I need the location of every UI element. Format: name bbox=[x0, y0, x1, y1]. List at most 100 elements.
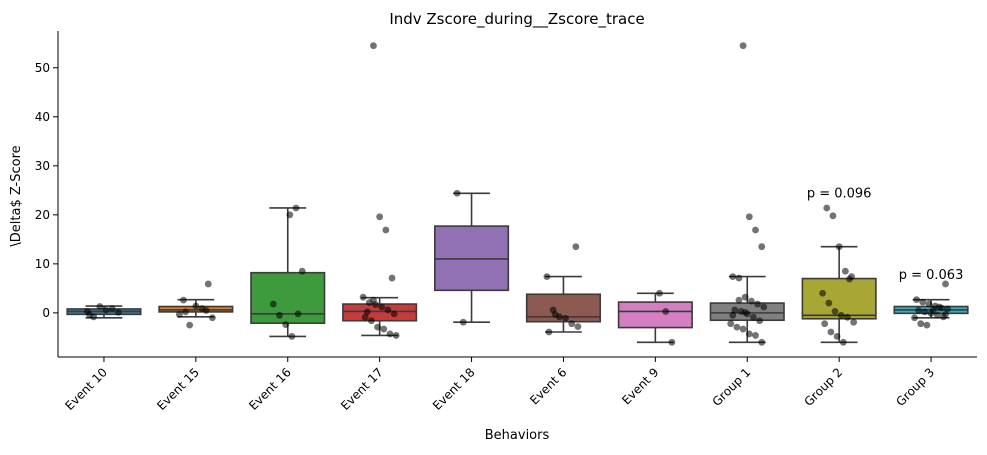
strip-point bbox=[921, 308, 929, 316]
strip-point bbox=[917, 320, 925, 328]
strip-point bbox=[96, 303, 104, 310]
strip-point bbox=[747, 297, 755, 305]
strip-point bbox=[286, 211, 294, 219]
strip-point bbox=[378, 303, 386, 311]
x-tick-label: Event 10 bbox=[62, 365, 110, 413]
strip-point bbox=[282, 321, 290, 329]
strip-point bbox=[204, 280, 212, 288]
strip-point bbox=[833, 333, 841, 340]
strip-point bbox=[359, 293, 367, 301]
strip-point bbox=[835, 243, 843, 251]
strip-point bbox=[741, 308, 749, 316]
strip-point bbox=[545, 328, 553, 336]
strip-point bbox=[388, 274, 396, 282]
box-body bbox=[617, 301, 693, 329]
strip-point bbox=[735, 274, 743, 282]
strip-point bbox=[750, 313, 757, 321]
y-tick-label: 30 bbox=[35, 159, 50, 173]
strip-point bbox=[754, 300, 761, 308]
strip-point bbox=[919, 298, 927, 306]
x-tick-label: Group 3 bbox=[893, 365, 937, 409]
strip-point bbox=[745, 330, 753, 338]
strip-point bbox=[276, 311, 283, 319]
y-tick-label: 20 bbox=[35, 208, 50, 222]
chart-title: Indv Zscore_during__Zscore_trace bbox=[389, 10, 644, 29]
strip-point bbox=[850, 318, 858, 326]
strip-point bbox=[741, 293, 749, 301]
strip-point bbox=[288, 333, 296, 340]
x-tick-label: Group 2 bbox=[801, 365, 845, 409]
strip-point bbox=[668, 338, 676, 346]
strip-point bbox=[739, 42, 747, 50]
strip-point bbox=[370, 42, 377, 50]
strip-point bbox=[453, 189, 461, 197]
strip-point bbox=[562, 314, 569, 322]
strip-point bbox=[363, 308, 371, 316]
strip-point bbox=[568, 320, 576, 328]
y-tick-label: 40 bbox=[35, 110, 50, 124]
strip-point bbox=[370, 296, 377, 304]
strip-point bbox=[758, 243, 766, 251]
strip-point bbox=[662, 308, 670, 315]
box-body bbox=[250, 271, 326, 324]
strip-point bbox=[752, 332, 759, 339]
strip-point bbox=[361, 313, 369, 321]
strip-point bbox=[727, 320, 735, 328]
strip-point bbox=[831, 308, 839, 315]
strip-point bbox=[102, 306, 110, 314]
strip-point bbox=[823, 204, 831, 212]
plot-area: 0 10 20 30 40 50 Event 10 Event 15 Event 16 Event… bbox=[35, 31, 977, 413]
strip-point bbox=[739, 325, 747, 333]
strip-point bbox=[846, 275, 853, 283]
strip-point bbox=[756, 317, 764, 325]
strip-point bbox=[367, 317, 375, 325]
strip-point bbox=[551, 310, 559, 318]
p-value-annotation: p = 0.063 bbox=[899, 268, 964, 283]
strip-point bbox=[827, 328, 835, 336]
strip-point bbox=[935, 303, 943, 311]
strip-point bbox=[819, 289, 827, 297]
strip-point bbox=[844, 313, 851, 321]
strip-point bbox=[459, 318, 467, 326]
strip-point bbox=[925, 300, 933, 308]
strip-point bbox=[731, 306, 739, 314]
strip-point bbox=[839, 338, 847, 346]
strip-point bbox=[198, 305, 206, 312]
strip-point bbox=[86, 311, 93, 319]
y-tick-label: 0 bbox=[42, 306, 50, 320]
x-tick-label: Event 16 bbox=[246, 365, 294, 413]
strip-point bbox=[942, 280, 949, 288]
strip-point bbox=[269, 300, 277, 308]
strip-point bbox=[192, 302, 200, 310]
strip-point bbox=[382, 226, 390, 234]
strip-point bbox=[735, 296, 743, 304]
x-tick-label: Event 6 bbox=[527, 365, 569, 407]
strip-point bbox=[180, 296, 187, 304]
strip-point bbox=[108, 305, 116, 312]
strip-point bbox=[175, 310, 183, 318]
strip-point bbox=[752, 226, 759, 234]
x-tick-label: Event 17 bbox=[338, 365, 386, 413]
x-axis-label: Behaviors bbox=[485, 428, 550, 443]
strip-point bbox=[915, 307, 923, 314]
strip-point bbox=[758, 338, 766, 346]
strip-point bbox=[292, 204, 300, 212]
strip-point bbox=[186, 321, 194, 329]
x-tick-label: Event 9 bbox=[619, 365, 661, 407]
strip-point bbox=[729, 273, 737, 281]
strip-point bbox=[656, 289, 663, 297]
strip-point bbox=[733, 323, 741, 331]
x-tick-label: Event 15 bbox=[154, 365, 202, 413]
strip-point bbox=[944, 305, 951, 313]
y-tick-label: 10 bbox=[35, 257, 50, 271]
p-value-annotation: p = 0.096 bbox=[807, 187, 872, 202]
strip-point bbox=[182, 308, 189, 316]
x-tick-label: Group 1 bbox=[710, 365, 754, 409]
strip-point bbox=[208, 314, 216, 322]
x-tick-label: Event 18 bbox=[430, 365, 478, 413]
strip-point bbox=[390, 310, 398, 318]
strip-point bbox=[376, 213, 384, 221]
strip-point bbox=[821, 320, 829, 328]
